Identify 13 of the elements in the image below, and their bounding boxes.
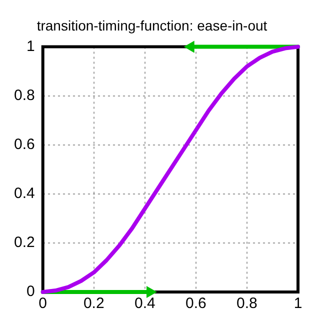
y-tick-label: 0.8 (14, 86, 35, 104)
y-tick-label: 1 (26, 38, 35, 55)
x-tick-label: 0.2 (83, 295, 104, 312)
y-tick-label: 0 (26, 283, 35, 300)
y-tick-label: 0.6 (14, 136, 35, 154)
x-tick-label: 0.6 (186, 295, 206, 312)
x-tick-label: 0.4 (134, 295, 156, 312)
chart-title: transition-timing-function: ease-in-out (36, 17, 268, 34)
x-tick-label: 0 (38, 295, 48, 312)
x-tick-label: 0.8 (236, 295, 258, 312)
x-tick-label: 1 (294, 295, 302, 312)
y-tick-label: 0.4 (14, 185, 35, 202)
y-tick-label: 0.2 (14, 234, 35, 252)
